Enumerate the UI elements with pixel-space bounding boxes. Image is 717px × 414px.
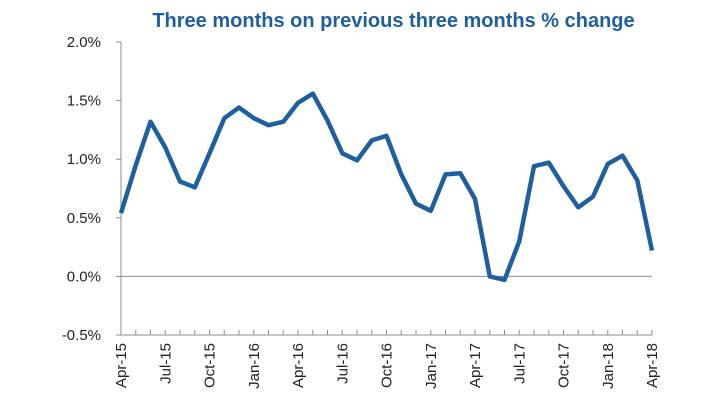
x-tick-label: Jan-16	[246, 343, 263, 389]
y-tick-label: 1.5%	[67, 93, 101, 110]
x-tick-label: Oct-17	[556, 343, 573, 388]
x-tick-label: Jul-16	[334, 343, 351, 384]
series-line	[118, 91, 655, 283]
series-layer	[118, 91, 655, 283]
chart-title: Three months on previous three months % …	[152, 10, 635, 32]
y-tick-label: -0.5%	[62, 327, 101, 344]
x-tick-label: Jul-17	[511, 343, 528, 384]
x-tick-label: Oct-15	[202, 343, 219, 388]
x-tick-label: Apr-17	[467, 343, 484, 388]
x-tick-label: Jul-15	[157, 343, 174, 384]
y-axis: -0.5% 0.0% 0.5% 1.0% 1.5% 2.0%	[62, 34, 122, 344]
x-tick-label: Jan-17	[423, 343, 440, 389]
x-axis: Apr-15 Jul-15 Oct-15 Jan-16 Apr-16 Jul-16 Oct-…	[113, 275, 661, 389]
y-tick-label: 0.5%	[67, 210, 101, 227]
y-tick-label: 2.0%	[67, 34, 101, 51]
y-tick-label: 1.0%	[67, 151, 101, 168]
x-tick-label: Apr-18	[644, 343, 661, 388]
y-tick-label: 0.0%	[67, 268, 101, 285]
x-tick-label: Oct-16	[379, 343, 396, 388]
x-tick-label: Jan-18	[600, 343, 617, 389]
x-tick-label: Apr-15	[113, 343, 130, 388]
x-tick-label: Apr-16	[290, 343, 307, 388]
